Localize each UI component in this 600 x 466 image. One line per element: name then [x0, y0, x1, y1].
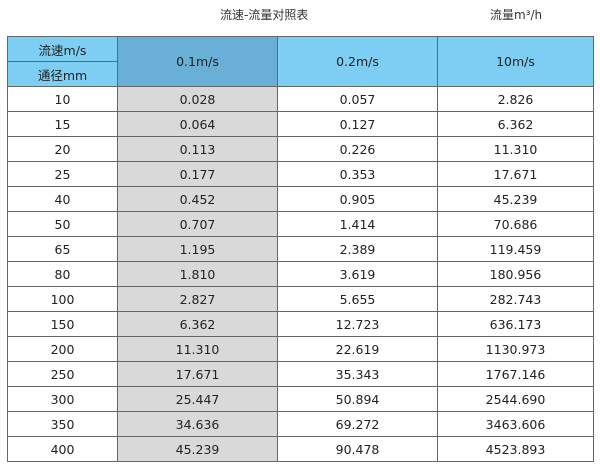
table-row: 25 0.177 0.353 17.671 [7, 161, 594, 187]
table-row: 65 1.195 2.389 119.459 [7, 236, 594, 262]
column-header: 0.2m/s [277, 36, 438, 87]
table-row: 150 6.362 12.723 636.173 [7, 311, 594, 337]
diameter-cell: 80 [7, 261, 118, 287]
flow-cell: 50.894 [277, 386, 438, 412]
column-header: 10m/s [437, 36, 594, 87]
diameter-cell: 400 [7, 436, 118, 462]
unit-label: 流量m³/h [490, 8, 543, 22]
table-row: 400 45.239 90.478 4523.893 [7, 436, 594, 462]
flow-cell: 35.343 [277, 361, 438, 387]
table-row: 20 0.113 0.226 11.310 [7, 136, 594, 162]
flow-cell: 11.310 [437, 136, 594, 162]
flow-cell: 3463.606 [437, 411, 594, 437]
flow-cell: 0.177 [117, 161, 278, 187]
flow-cell: 1130.973 [437, 336, 594, 362]
diameter-cell: 300 [7, 386, 118, 412]
flow-cell: 17.671 [437, 161, 594, 187]
diameter-cell: 40 [7, 186, 118, 212]
flow-cell: 69.272 [277, 411, 438, 437]
diameter-cell: 10 [7, 86, 118, 112]
flow-cell: 2544.690 [437, 386, 594, 412]
flow-cell: 0.127 [277, 111, 438, 137]
flow-cell: 1767.146 [437, 361, 594, 387]
diameter-cell: 350 [7, 411, 118, 437]
flow-cell: 0.028 [117, 86, 278, 112]
diameter-cell: 20 [7, 136, 118, 162]
table-row: 350 34.636 69.272 3463.606 [7, 411, 594, 437]
flow-cell: 25.447 [117, 386, 278, 412]
flow-cell: 6.362 [117, 311, 278, 337]
flow-cell: 0.353 [277, 161, 438, 187]
flow-cell: 45.239 [117, 436, 278, 462]
flow-cell: 90.478 [277, 436, 438, 462]
flow-cell: 636.173 [437, 311, 594, 337]
flow-cell: 11.310 [117, 336, 278, 362]
diameter-header: 通径mm [7, 61, 118, 87]
flow-cell: 282.743 [437, 286, 594, 312]
diameter-cell: 100 [7, 286, 118, 312]
table-row: 250 17.671 35.343 1767.146 [7, 361, 594, 387]
column-header: 0.1m/s [117, 36, 278, 87]
table-row: 300 25.447 50.894 2544.690 [7, 386, 594, 412]
flow-cell: 0.064 [117, 111, 278, 137]
flow-table: 流速m/s 0.1m/s 0.2m/s 10m/s 通径mm 10 0.028 0.… [7, 36, 594, 462]
flow-cell: 1.810 [117, 261, 278, 287]
flow-cell: 12.723 [277, 311, 438, 337]
diameter-cell: 200 [7, 336, 118, 362]
flow-cell: 119.459 [437, 236, 594, 262]
flow-cell: 0.452 [117, 186, 278, 212]
flow-cell: 0.707 [117, 211, 278, 237]
flow-cell: 6.362 [437, 111, 594, 137]
flow-cell: 180.956 [437, 261, 594, 287]
flow-cell: 70.686 [437, 211, 594, 237]
table-title: 流速-流量对照表 [220, 8, 309, 22]
flow-cell: 2.826 [437, 86, 594, 112]
flow-cell: 3.619 [277, 261, 438, 287]
diameter-cell: 150 [7, 311, 118, 337]
flow-cell: 1.414 [277, 211, 438, 237]
diameter-cell: 65 [7, 236, 118, 262]
diameter-cell: 15 [7, 111, 118, 137]
flow-cell: 34.636 [117, 411, 278, 437]
flow-cell: 22.619 [277, 336, 438, 362]
table-row: 80 1.810 3.619 180.956 [7, 261, 594, 287]
table-row: 40 0.452 0.905 45.239 [7, 186, 594, 212]
flow-cell: 1.195 [117, 236, 278, 262]
diameter-cell: 50 [7, 211, 118, 237]
flow-cell: 4523.893 [437, 436, 594, 462]
flow-cell: 0.226 [277, 136, 438, 162]
flow-cell: 17.671 [117, 361, 278, 387]
flow-cell: 0.905 [277, 186, 438, 212]
table-row: 50 0.707 1.414 70.686 [7, 211, 594, 237]
flow-cell: 45.239 [437, 186, 594, 212]
flow-cell: 2.389 [277, 236, 438, 262]
flow-cell: 5.655 [277, 286, 438, 312]
table-row: 200 11.310 22.619 1130.973 [7, 336, 594, 362]
velocity-header: 流速m/s [7, 36, 118, 62]
flow-cell: 0.113 [117, 136, 278, 162]
flow-cell: 2.827 [117, 286, 278, 312]
table-row: 100 2.827 5.655 282.743 [7, 286, 594, 312]
table-row: 15 0.064 0.127 6.362 [7, 111, 594, 137]
flow-cell: 0.057 [277, 86, 438, 112]
diameter-cell: 250 [7, 361, 118, 387]
diameter-cell: 25 [7, 161, 118, 187]
table-row: 10 0.028 0.057 2.826 [7, 86, 594, 112]
